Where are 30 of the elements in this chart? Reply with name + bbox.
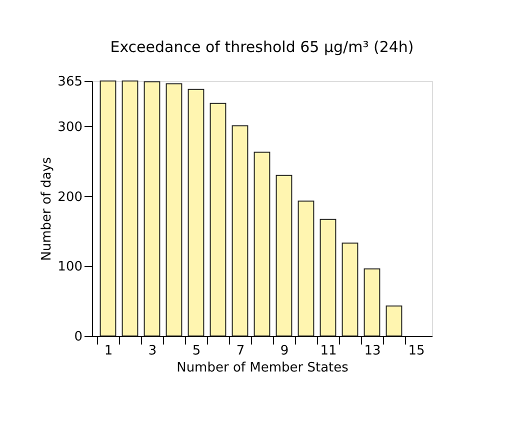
y-tick-label: 365: [58, 74, 82, 90]
bar: [342, 242, 358, 336]
bar: [232, 125, 248, 336]
x-tick-label: 1: [104, 344, 113, 358]
bar: [386, 305, 402, 336]
x-tick-label: 5: [192, 344, 201, 358]
y-tick-label: 100: [58, 260, 82, 275]
y-axis-title: Number of days: [40, 156, 55, 261]
bar: [276, 174, 292, 336]
bar: [122, 80, 138, 336]
bar: [188, 88, 204, 336]
bar: [166, 83, 182, 336]
bar: [210, 102, 226, 336]
bar: [100, 80, 116, 336]
bar: [298, 200, 314, 336]
bar: [254, 152, 270, 336]
bar: [364, 268, 380, 336]
x-tick-label: 13: [364, 344, 381, 358]
y-tick-label: 200: [58, 190, 82, 205]
y-tick-label: 0: [74, 330, 82, 344]
x-tick-label: 9: [280, 344, 289, 358]
chart-title: Exceedance of threshold 65 µg/m³ (24h): [110, 38, 414, 56]
x-axis-title: Number of Member States: [176, 360, 349, 376]
y-tick-label: 300: [58, 120, 82, 135]
x-tick-label: 7: [236, 344, 245, 358]
x-tick-label: 3: [148, 344, 157, 358]
bar: [320, 218, 336, 336]
x-tick-label: 11: [320, 344, 337, 358]
x-tick-label: 15: [408, 344, 425, 358]
bar: [144, 81, 160, 336]
